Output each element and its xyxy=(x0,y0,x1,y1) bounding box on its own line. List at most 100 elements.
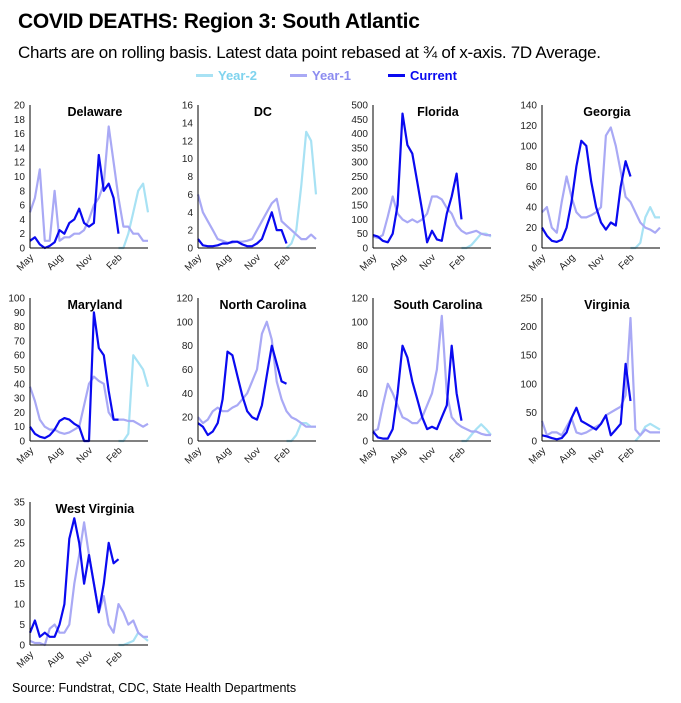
y-tick-label: 0 xyxy=(531,244,537,255)
legend-swatch-year-1 xyxy=(290,74,307,77)
y-tick-label: 70 xyxy=(14,336,26,347)
y-tick-label: 100 xyxy=(8,294,25,305)
y-tick-label: 100 xyxy=(176,317,193,328)
chart-panel-virginia: 0 50 100 150 200 250 May Aug Nov Feb Virginia xyxy=(512,288,681,473)
y-tick-label: 80 xyxy=(526,162,538,173)
y-tick-label: 12 xyxy=(14,158,26,169)
y-tick-label: 80 xyxy=(357,341,369,352)
chart-svg: 0 2 4 6 8 10 12 14 16 18 20 May Aug Nov Feb Delaware xyxy=(14,101,150,273)
series-line-year1 xyxy=(372,314,491,437)
y-tick-label: 0 xyxy=(362,244,368,255)
y-tick-label: 10 xyxy=(14,422,26,433)
x-tick-label: May xyxy=(15,252,36,273)
y-tick-label: 80 xyxy=(14,322,26,333)
y-tick-label: 40 xyxy=(357,389,369,400)
x-tick-label: Feb xyxy=(105,649,125,669)
y-tick-label: 100 xyxy=(520,141,537,152)
y-tick-label: 60 xyxy=(14,351,26,362)
x-tick-label: May xyxy=(15,445,36,466)
y-tick-label: 0 xyxy=(531,437,537,448)
series-line-current xyxy=(372,112,463,244)
x-tick-label: Feb xyxy=(273,445,293,465)
chart-svg: 0 5 10 15 20 25 30 35 May Aug Nov Feb West Virginia xyxy=(14,498,149,670)
y-tick-label: 8 xyxy=(187,172,193,183)
x-tick-label: Nov xyxy=(418,252,438,272)
y-tick-label: 30 xyxy=(14,394,26,405)
legend-label-year-2: Year-2 xyxy=(218,68,258,83)
y-tick-label: 250 xyxy=(520,294,537,305)
series-line-year2 xyxy=(118,631,149,647)
y-tick-label: 10 xyxy=(182,154,194,165)
y-tick-label: 0 xyxy=(187,437,193,448)
series-line-year1 xyxy=(540,316,660,437)
y-tick-label: 10 xyxy=(14,600,26,611)
chart-svg: 0 50 100 150 200 250 May Aug Nov Feb Virginia xyxy=(520,294,661,466)
y-tick-label: 150 xyxy=(520,351,537,362)
y-tick-label: 20 xyxy=(14,408,26,419)
y-tick-label: 500 xyxy=(351,101,368,112)
y-tick-label: 5 xyxy=(19,620,25,631)
x-tick-label: Feb xyxy=(448,252,468,272)
series-line-year1 xyxy=(28,125,148,242)
chart-title: DC xyxy=(254,105,272,119)
y-tick-label: 300 xyxy=(351,158,368,169)
y-tick-label: 60 xyxy=(526,182,538,193)
x-tick-label: Aug xyxy=(557,445,577,465)
x-tick-label: Aug xyxy=(213,445,233,465)
y-tick-label: 120 xyxy=(176,294,193,305)
y-tick-label: 20 xyxy=(357,413,369,424)
legend: Year-2 Year-1 Current xyxy=(0,68,681,86)
chart-panel-dc: 0 2 4 6 8 10 12 14 16 May Aug Nov Feb DC xyxy=(168,95,338,280)
legend-item-year-2: Year-2 xyxy=(196,68,257,83)
chart-title: West Virginia xyxy=(56,502,136,516)
y-tick-label: 20 xyxy=(14,101,26,112)
y-tick-label: 25 xyxy=(14,538,26,549)
series-line-year1 xyxy=(541,126,661,234)
chart-panel-maryland: 0 10 20 30 40 50 60 70 80 90 100 May Aug Nov Feb Maryla… xyxy=(0,288,170,473)
x-tick-label: May xyxy=(358,252,379,273)
chart-panel-south-carolina: 0 20 40 60 80 100 120 May Aug Nov Feb South Carolin… xyxy=(343,288,513,473)
y-tick-label: 2 xyxy=(19,229,25,240)
x-tick-label: Nov xyxy=(75,445,95,465)
y-tick-label: 0 xyxy=(362,437,368,448)
y-tick-label: 16 xyxy=(182,101,194,112)
chart-svg: 0 20 40 60 80 100 120 May Aug Nov Feb North Carolin… xyxy=(176,294,316,466)
series-line-current xyxy=(28,517,120,638)
y-tick-label: 60 xyxy=(357,365,369,376)
x-tick-label: May xyxy=(183,445,204,466)
chart-svg: 0 20 40 60 80 100 120 May Aug Nov Feb South Carolin… xyxy=(351,294,492,466)
y-tick-label: 90 xyxy=(14,308,26,319)
y-tick-label: 20 xyxy=(14,559,26,570)
x-tick-label: Feb xyxy=(105,252,125,272)
y-tick-label: 35 xyxy=(14,498,26,509)
series-line-year1 xyxy=(28,375,149,435)
y-tick-label: 0 xyxy=(19,437,25,448)
x-tick-label: Feb xyxy=(273,252,293,272)
y-tick-label: 30 xyxy=(14,518,26,529)
chart-title: Delaware xyxy=(67,105,122,119)
y-tick-label: 100 xyxy=(520,379,537,390)
y-tick-label: 50 xyxy=(526,408,538,419)
chart-title: Florida xyxy=(417,105,460,119)
chart-panel-florida: 0 50 100 150 200 250 300 350 400 450 500 May Aug Nov F… xyxy=(343,95,513,280)
y-tick-label: 60 xyxy=(182,365,194,376)
y-tick-label: 40 xyxy=(526,203,538,214)
y-tick-label: 14 xyxy=(182,118,194,129)
x-tick-label: May xyxy=(527,445,548,466)
series-line-year1 xyxy=(197,320,316,428)
y-tick-label: 20 xyxy=(526,223,538,234)
y-tick-label: 100 xyxy=(351,317,368,328)
x-tick-label: May xyxy=(527,252,548,273)
x-tick-label: May xyxy=(358,445,379,466)
y-tick-label: 140 xyxy=(520,101,537,112)
x-tick-label: Aug xyxy=(45,445,65,465)
y-tick-label: 2 xyxy=(187,226,193,237)
y-tick-label: 20 xyxy=(182,413,194,424)
y-tick-label: 350 xyxy=(351,143,368,154)
chart-svg: 0 20 40 60 80 100 120 140 May Aug Nov Feb Georgia xyxy=(520,101,661,273)
y-tick-label: 150 xyxy=(351,201,368,212)
y-tick-label: 6 xyxy=(19,201,25,212)
series-line-year2 xyxy=(118,354,150,443)
y-tick-label: 16 xyxy=(14,129,26,140)
x-tick-label: Aug xyxy=(213,252,233,272)
